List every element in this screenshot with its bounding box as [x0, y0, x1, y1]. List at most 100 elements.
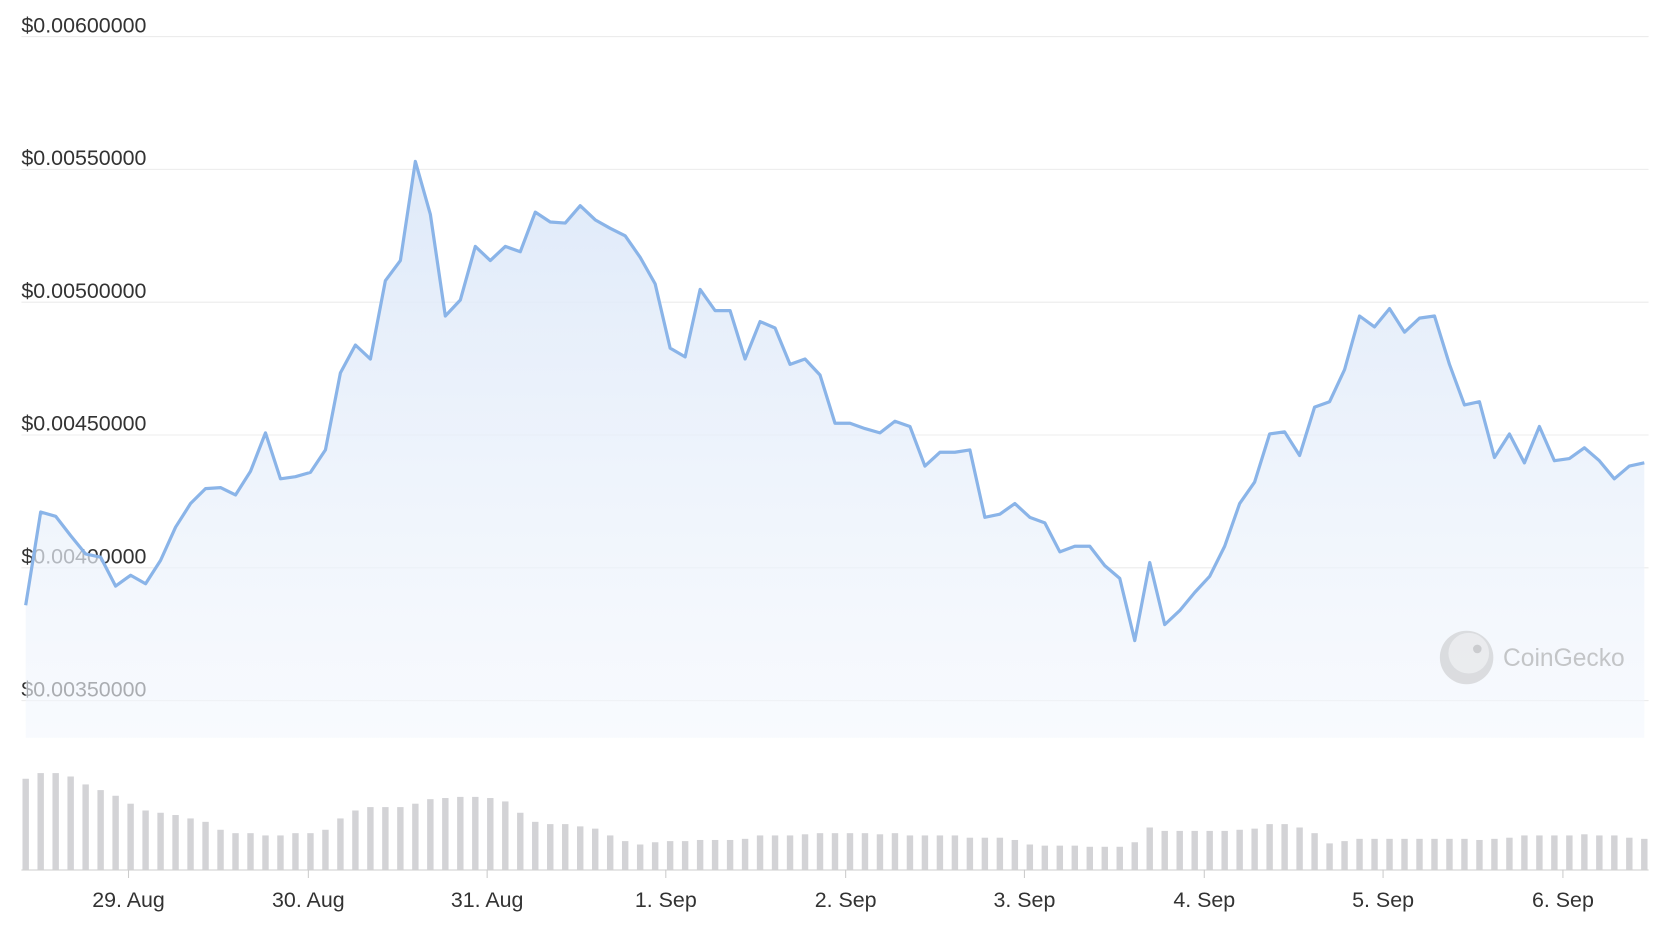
volume-bar	[352, 810, 359, 870]
volume-bar	[277, 835, 284, 870]
volume-bar	[756, 835, 764, 870]
volume-bar	[1026, 844, 1034, 870]
x-tick-label: 4. Sep	[1173, 888, 1235, 912]
volume-bar	[1446, 838, 1453, 870]
volume-bar	[1461, 838, 1468, 870]
volume-bar	[337, 818, 344, 870]
volume-bar	[1476, 839, 1483, 870]
x-tick-label: 6. Sep	[1532, 888, 1594, 912]
volume-bar	[1356, 838, 1363, 870]
y-tick-label: $0.00550000	[21, 146, 146, 170]
volume-bar	[816, 833, 824, 870]
volume-bar	[52, 773, 59, 870]
volume-bar	[1641, 838, 1648, 870]
x-tick-label: 30. Aug	[272, 888, 345, 912]
watermark: CoinGecko	[1439, 630, 1625, 685]
volume-bar	[397, 807, 404, 870]
volume-bar	[891, 833, 899, 870]
volume-bar	[711, 839, 719, 870]
watermark-logo-inner	[1448, 632, 1490, 674]
volume-bar	[142, 810, 149, 870]
watermark-logo-eye	[1473, 644, 1482, 654]
volume-bar	[262, 835, 269, 870]
volume-bar	[1371, 838, 1378, 870]
volume-bar	[97, 790, 104, 870]
x-tick-label: 3. Sep	[993, 888, 1055, 912]
volume-bar	[651, 842, 659, 870]
volume-bar	[1611, 835, 1618, 870]
volume-bar	[1131, 842, 1138, 870]
volume-bar	[1251, 828, 1258, 870]
volume-bar	[1011, 839, 1019, 870]
volume-bar	[936, 835, 944, 870]
volume-bar	[621, 841, 629, 870]
x-tick-label: 1. Sep	[635, 888, 697, 912]
volume-bar	[1071, 845, 1079, 870]
x-tick-label: 31. Aug	[451, 888, 524, 912]
volume-bar	[831, 833, 839, 870]
volume-bar	[457, 796, 464, 870]
volume-bar	[442, 798, 449, 870]
volume-bar	[1116, 846, 1123, 870]
volume-bar	[547, 824, 554, 870]
volume-bar	[636, 844, 644, 870]
volume-bar	[22, 778, 29, 870]
volume-bar	[532, 821, 539, 870]
volume-bar	[427, 799, 434, 870]
volume-bar	[502, 801, 509, 870]
x-tick-label: 5. Sep	[1352, 888, 1414, 912]
volume-bar	[382, 807, 389, 870]
volume-bar	[517, 812, 524, 870]
volume-bar	[1146, 827, 1153, 870]
volume-bar	[307, 833, 314, 870]
volume-bar	[801, 834, 809, 870]
volume-bar	[82, 784, 89, 870]
volume-bar	[187, 818, 194, 870]
volume-bar	[1191, 830, 1198, 870]
volume-bar	[876, 834, 884, 870]
volume-bar	[1296, 827, 1303, 870]
volume-bar	[696, 839, 704, 870]
volume-bar	[681, 841, 689, 870]
volume-bar	[1626, 837, 1633, 870]
volume-bar	[1236, 829, 1243, 870]
volume-bar	[37, 773, 44, 870]
volume-bar	[861, 833, 869, 870]
volume-bar	[472, 796, 479, 870]
volume-bar	[966, 837, 974, 870]
volume-bar	[157, 812, 164, 870]
volume-bar	[232, 833, 239, 870]
volume-bar	[1176, 830, 1183, 870]
volume-bar	[1431, 838, 1438, 870]
volume-bar	[112, 795, 119, 870]
volume-bar	[1566, 835, 1573, 870]
volume-bar	[367, 807, 374, 870]
volume-bar	[1551, 835, 1558, 870]
volume-bar	[996, 837, 1004, 870]
volume-bar	[292, 833, 299, 870]
volume-bar	[786, 835, 794, 870]
volume-bar	[921, 835, 929, 870]
volume-bar	[1161, 830, 1168, 870]
volume-bar	[67, 776, 74, 870]
volume-bar	[726, 839, 734, 870]
price-area	[25, 161, 1645, 738]
volume-bar	[1596, 835, 1603, 870]
volume-bar	[1041, 845, 1049, 870]
volume-bar	[741, 838, 749, 870]
volume-bar	[1056, 845, 1064, 870]
volume-bar	[412, 803, 419, 870]
volume-bar	[951, 835, 959, 870]
volume-bar	[1416, 838, 1423, 870]
volume-bar	[846, 833, 854, 870]
volume-bar	[1266, 824, 1273, 870]
volume-bar	[1506, 837, 1513, 870]
volume-bar	[1521, 835, 1528, 870]
volume-bar	[591, 828, 599, 870]
y-tick-label: $0.00450000	[21, 412, 146, 436]
volume-bar	[247, 833, 254, 870]
volume-bar	[1581, 834, 1588, 870]
volume-bar	[562, 824, 569, 870]
